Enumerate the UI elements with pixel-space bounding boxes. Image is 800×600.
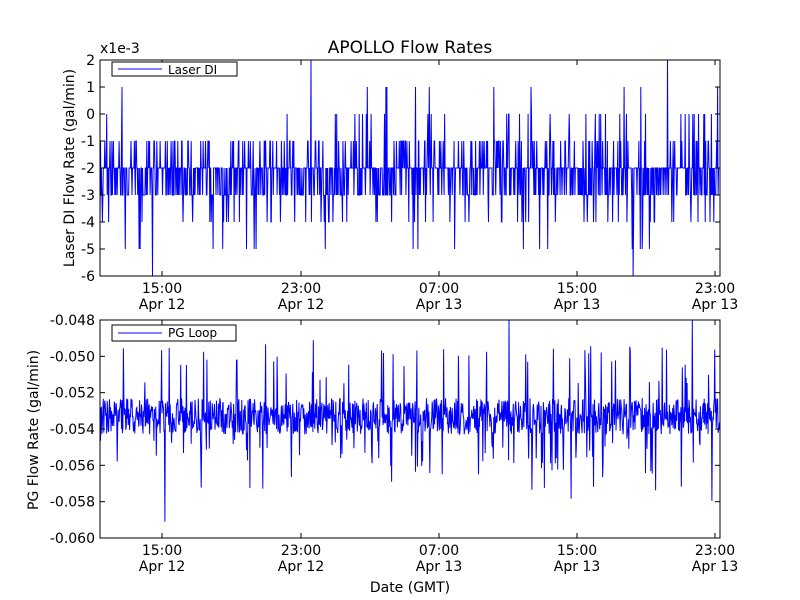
y-tick-label: 2 <box>86 53 95 69</box>
x-tick-time-label: 23:00 <box>281 281 321 297</box>
pg-loop-legend-box <box>111 324 237 342</box>
y-tick-label: -0.052 <box>50 386 95 402</box>
y-tick-label: -0.048 <box>50 313 95 329</box>
laser-di-offset-label: x1e-3 <box>100 41 140 57</box>
pg-loop-panel: -0.048 -0.050 -0.052 -0.054 -0.056 -0.058 -0.0… <box>26 313 738 596</box>
pg-loop-line <box>99 319 721 522</box>
x-tick-time-label: 15:00 <box>557 281 597 297</box>
x-tick-time-label: 23:00 <box>281 543 321 559</box>
x-tick-time-label: 07:00 <box>419 281 459 297</box>
pg-loop-series-line <box>99 319 721 522</box>
y-tick-label: -5 <box>81 242 95 258</box>
y-tick-label: 1 <box>86 80 95 96</box>
x-tick-date-label: Apr 12 <box>278 297 324 313</box>
y-tick-label: -2 <box>81 161 95 177</box>
y-tick-label: -0.054 <box>50 422 95 438</box>
y-tick-label: -0.056 <box>50 458 95 474</box>
pg-loop-y-ticks: -0.048 -0.050 -0.052 -0.054 -0.056 -0.058 -0.0… <box>50 313 720 547</box>
laser-di-legend-box <box>111 61 238 77</box>
y-tick-label: -4 <box>81 215 95 231</box>
laser-di-series-line <box>99 59 720 277</box>
y-tick-label: -0.058 <box>50 495 95 511</box>
x-tick-date-label: Apr 13 <box>692 559 738 575</box>
y-tick-label: -3 <box>81 188 95 204</box>
x-tick-date-label: Apr 12 <box>139 559 185 575</box>
x-tick-date-label: Apr 12 <box>139 297 185 313</box>
x-tick-date-label: Apr 13 <box>554 559 600 575</box>
y-tick-label: -0.060 <box>50 531 95 547</box>
x-axis-label: Date (GMT) <box>370 580 450 596</box>
x-tick-date-label: Apr 13 <box>416 297 462 313</box>
laser-di-legend: Laser DI <box>111 61 238 77</box>
laser-di-line <box>99 59 720 277</box>
x-tick-time-label: 15:00 <box>142 281 182 297</box>
y-tick-label: -1 <box>81 134 95 150</box>
x-tick-time-label: 23:00 <box>695 543 735 559</box>
x-tick-date-label: Apr 12 <box>278 559 324 575</box>
y-tick-label: -6 <box>81 269 95 285</box>
laser-di-y-axis-label: Laser DI Flow Rate (gal/min) <box>62 69 78 267</box>
x-tick-time-label: 23:00 <box>695 281 735 297</box>
pg-loop-legend-label: PG Loop <box>168 326 217 340</box>
chart-title: APOLLO Flow Rates <box>328 38 493 58</box>
x-tick-time-label: 15:00 <box>557 543 597 559</box>
laser-di-legend-label: Laser DI <box>168 63 217 77</box>
laser-di-y-ticks: 2 1 0 -1 -2 -3 -4 -5 -6 <box>81 53 720 285</box>
y-tick-label: 0 <box>86 107 95 123</box>
x-tick-date-label: Apr 13 <box>416 559 462 575</box>
x-tick-time-label: 15:00 <box>142 543 182 559</box>
y-tick-label: -0.050 <box>50 349 95 365</box>
pg-loop-legend: PG Loop <box>111 324 237 342</box>
pg-loop-y-axis-label: PG Flow Rate (gal/min) <box>26 350 42 510</box>
x-tick-date-label: Apr 13 <box>692 297 738 313</box>
x-tick-date-label: Apr 13 <box>554 297 600 313</box>
x-tick-time-label: 07:00 <box>419 543 459 559</box>
